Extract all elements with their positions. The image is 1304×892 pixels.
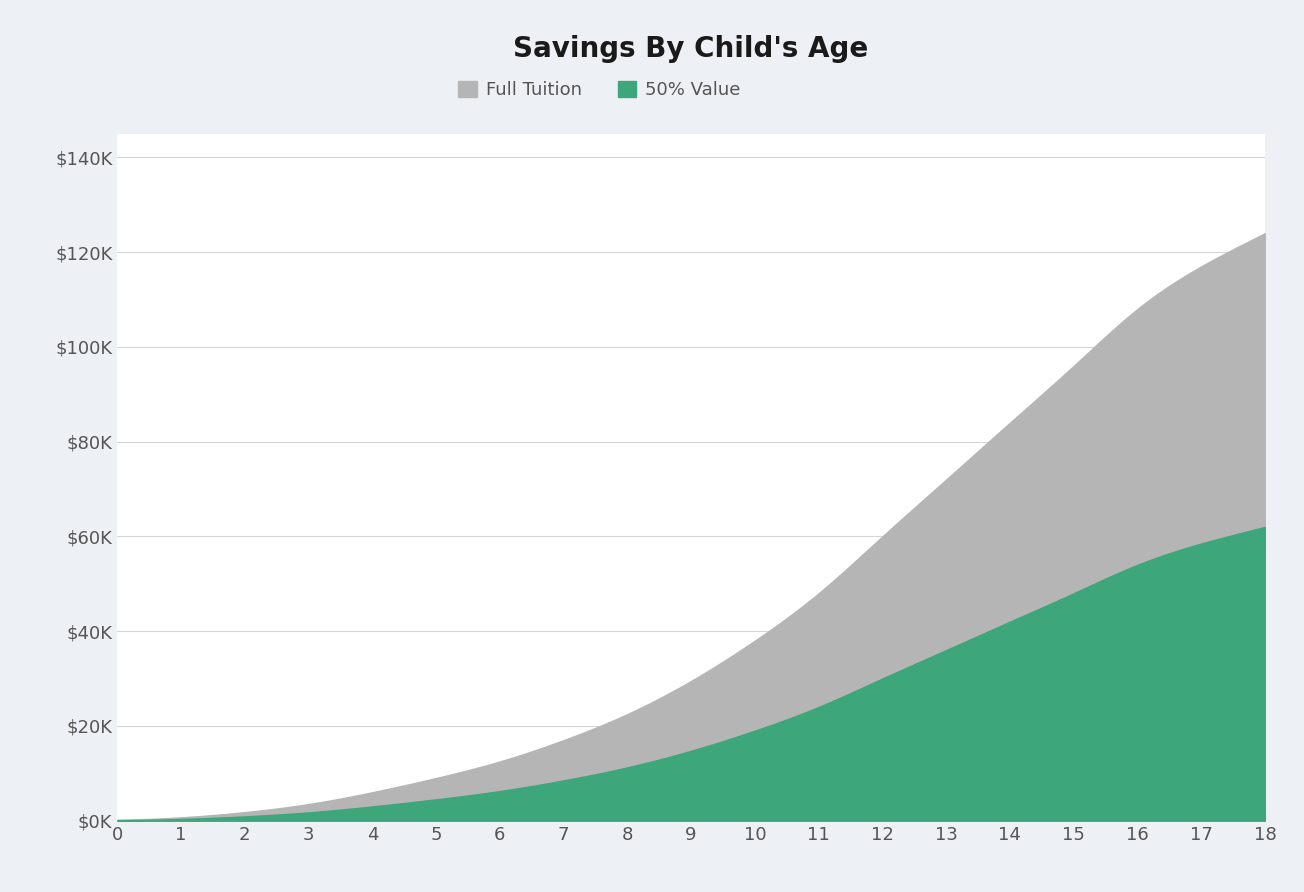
Legend: Full Tuition, 50% Value: Full Tuition, 50% Value xyxy=(459,81,741,99)
Title: Savings By Child's Age: Savings By Child's Age xyxy=(514,36,868,63)
